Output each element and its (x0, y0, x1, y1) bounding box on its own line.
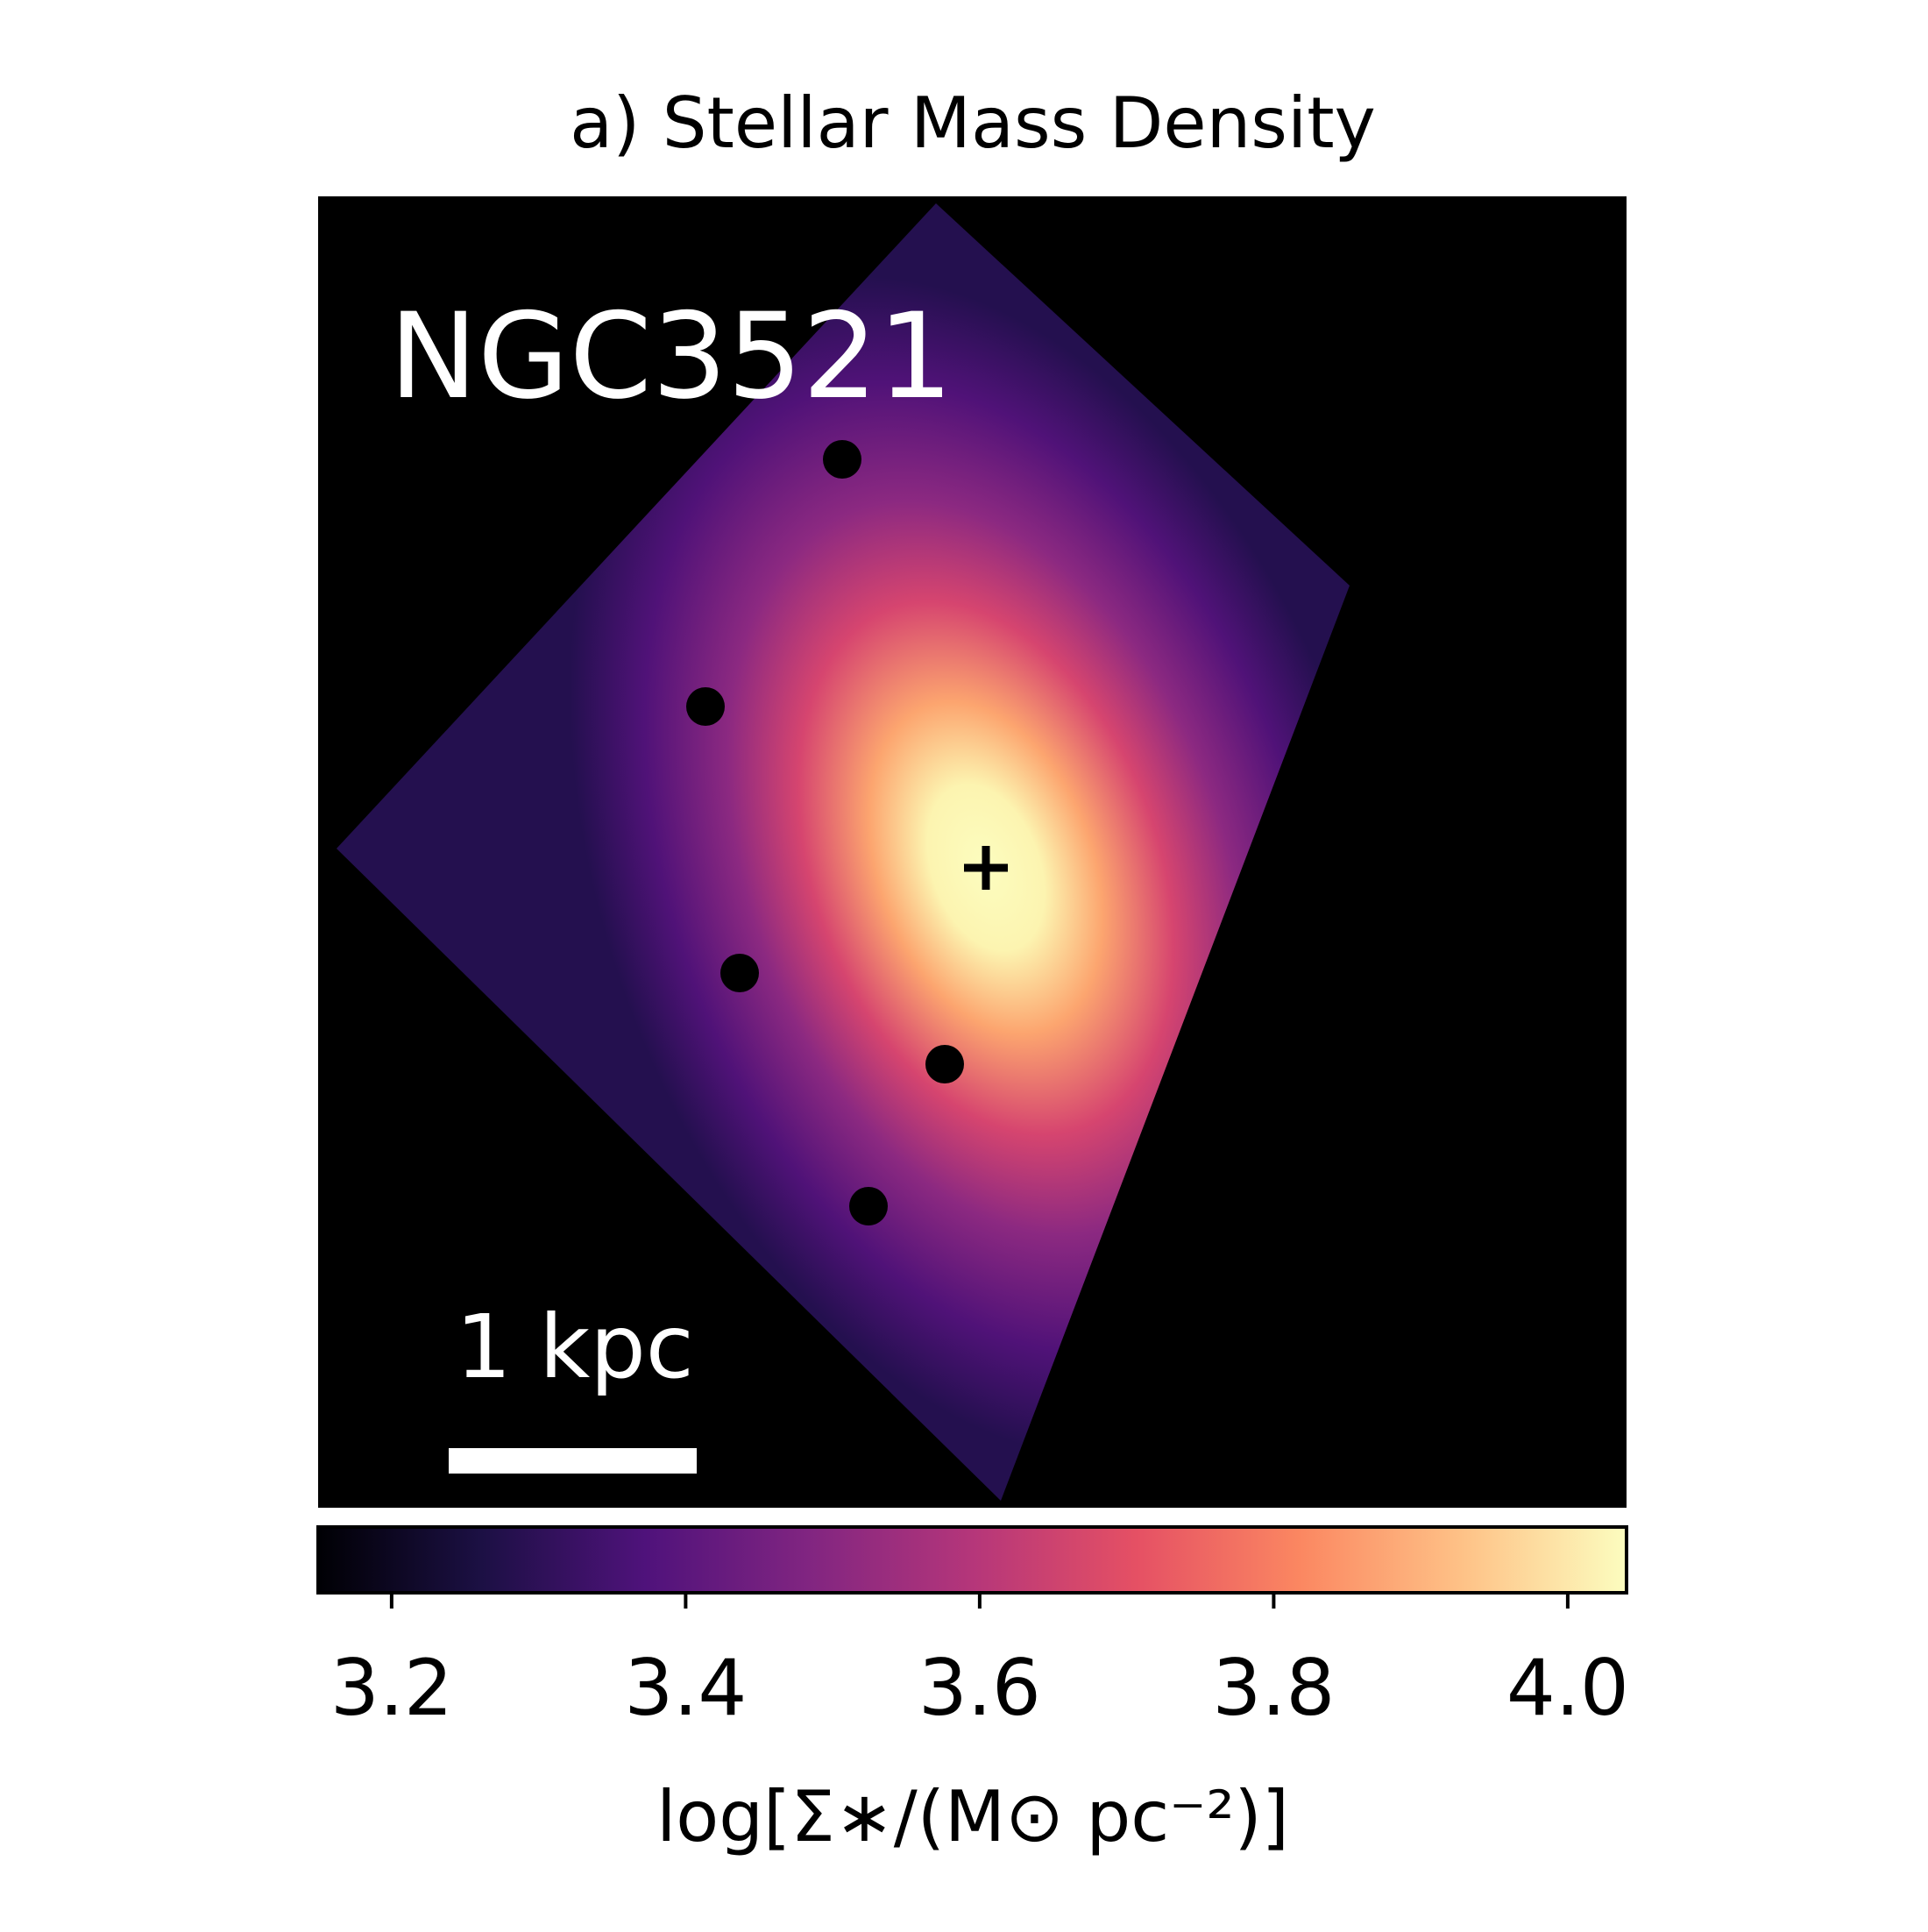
colorbar-tick-label: 3.2 (330, 1643, 453, 1733)
scale-bar-label: 1 kpc (456, 1296, 694, 1398)
object-label: NGC3521 (389, 288, 953, 425)
mask (720, 954, 759, 992)
colorbar-tick-label: 4.0 (1506, 1643, 1629, 1733)
scale-bar (449, 1448, 697, 1474)
mask (925, 1045, 964, 1083)
mask (823, 440, 861, 479)
mask (686, 687, 725, 726)
colorbar-tick-label: 3.4 (624, 1643, 747, 1733)
center-marker (964, 846, 1008, 890)
colorbar-tick-label: 3.8 (1212, 1643, 1335, 1733)
colorbar-tick-label: 3.6 (918, 1643, 1041, 1733)
mask (849, 1187, 888, 1225)
colorbar (316, 1525, 1628, 1595)
colorbar-label: log[Σ∗/(M⊙ pc⁻²)] (656, 1776, 1289, 1857)
masked-sources (686, 440, 964, 1225)
chart-title: a) Stellar Mass Density (570, 82, 1376, 164)
